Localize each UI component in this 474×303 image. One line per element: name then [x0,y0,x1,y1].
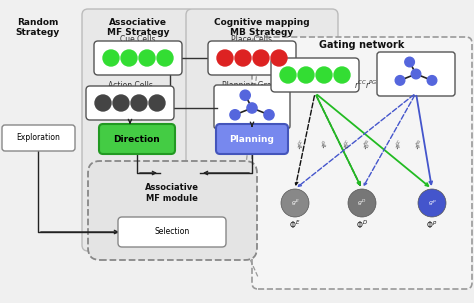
Text: Place Cells: Place Cells [231,35,273,45]
Text: Exploration: Exploration [16,134,60,142]
Text: $z_E^{G}$: $z_E^{G}$ [319,139,332,152]
FancyBboxPatch shape [94,41,182,75]
Circle shape [264,110,274,120]
Circle shape [235,50,251,66]
Circle shape [131,95,147,111]
Text: Planning Graph: Planning Graph [222,81,282,89]
Circle shape [217,50,233,66]
Text: $r^{PG}$: $r^{PG}$ [365,79,378,91]
Circle shape [395,76,405,85]
Circle shape [427,76,437,85]
FancyBboxPatch shape [186,9,338,251]
Circle shape [253,50,269,66]
FancyBboxPatch shape [86,86,174,120]
FancyBboxPatch shape [99,124,175,154]
Text: Action Cells: Action Cells [108,81,153,89]
Text: $z_D^{CC}$: $z_D^{CC}$ [340,138,356,152]
Circle shape [95,95,111,111]
Circle shape [334,67,350,83]
Text: $r^{CC}$: $r^{CC}$ [354,79,367,91]
FancyBboxPatch shape [214,85,290,129]
FancyBboxPatch shape [208,41,296,75]
Text: $z_D^{PG}$: $z_D^{PG}$ [361,138,375,152]
Circle shape [230,110,240,120]
FancyBboxPatch shape [82,9,194,251]
FancyBboxPatch shape [88,161,257,260]
FancyBboxPatch shape [118,217,226,247]
Circle shape [418,189,446,217]
Text: Associative
MF Strategy: Associative MF Strategy [107,18,169,37]
Text: Cognitive mapping
MB Strategy: Cognitive mapping MB Strategy [214,18,310,37]
Text: $z_P^{CC}$: $z_P^{CC}$ [392,138,408,152]
Text: $g^p$: $g^p$ [428,198,437,208]
Circle shape [316,67,332,83]
Text: $g^E$: $g^E$ [291,198,300,208]
Circle shape [298,67,314,83]
Text: Planning: Planning [229,135,274,144]
Circle shape [103,50,119,66]
FancyBboxPatch shape [216,124,288,154]
FancyBboxPatch shape [271,58,359,92]
FancyBboxPatch shape [2,125,75,151]
Circle shape [113,95,129,111]
Circle shape [139,50,155,66]
FancyBboxPatch shape [252,37,472,289]
Text: Cue Cells: Cue Cells [120,35,156,45]
Text: Selection: Selection [155,228,190,237]
Text: Associative
MF module: Associative MF module [145,183,199,203]
Text: $\Phi^p$: $\Phi^p$ [427,219,438,231]
Text: Gating network: Gating network [319,40,405,50]
Circle shape [157,50,173,66]
Text: $z_E^{CC}$: $z_E^{CC}$ [294,138,310,152]
Circle shape [240,90,250,100]
Circle shape [281,189,309,217]
FancyBboxPatch shape [377,52,455,96]
Text: $z_P^{PG}$: $z_P^{PG}$ [413,138,428,152]
Circle shape [247,103,257,113]
Circle shape [121,50,137,66]
Text: $\Phi^D$: $\Phi^D$ [356,219,368,231]
Circle shape [348,189,376,217]
Text: $g^D$: $g^D$ [357,198,367,208]
Circle shape [405,57,414,67]
Circle shape [280,67,296,83]
Circle shape [149,95,165,111]
Circle shape [411,69,421,79]
Text: $\Phi^E$: $\Phi^E$ [289,219,301,231]
Circle shape [271,50,287,66]
Text: Random
Strategy: Random Strategy [16,18,60,37]
Text: Direction: Direction [114,135,160,144]
